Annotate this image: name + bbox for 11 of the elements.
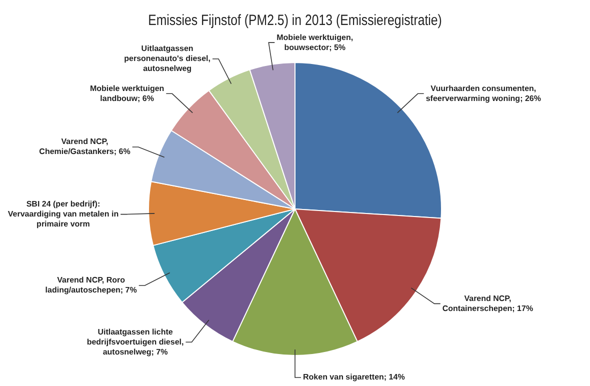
slice-label: SBI 24 (per bedrijf): Vervaardiging van metalen in primaire vorm xyxy=(8,199,119,228)
slice-label: Mobiele werktuigen, bouwsector; 5% xyxy=(276,32,354,52)
slice-label: Uitlaatgassen lichte bedrijfsvoertuigen diesel, autosnelweg; 7% xyxy=(86,327,184,356)
slice-label: Vuurhaarden consumenten, sfeerverwarming woning; 26% xyxy=(426,84,541,103)
chart-title: Emissies Fijnstof (PM2.5) in 2013 (Emissieregistratie) xyxy=(148,12,442,28)
slice-label: Uitlaatgassen personenauto's diesel, autosnelweg xyxy=(124,44,211,74)
slice-label: Varend NCP, Chemie/Gastankers; 6% xyxy=(39,137,130,156)
slice-label: Varend NCP, Roro lading/autoschepen; 7% xyxy=(45,276,137,295)
slice-label: Roken van sigaretten; 14% xyxy=(303,372,405,382)
slice-label: Mobiele werktuigen landbouw; 6% xyxy=(90,84,164,103)
slice-label: Varend NCP, Containerschepen; 17% xyxy=(442,294,534,313)
